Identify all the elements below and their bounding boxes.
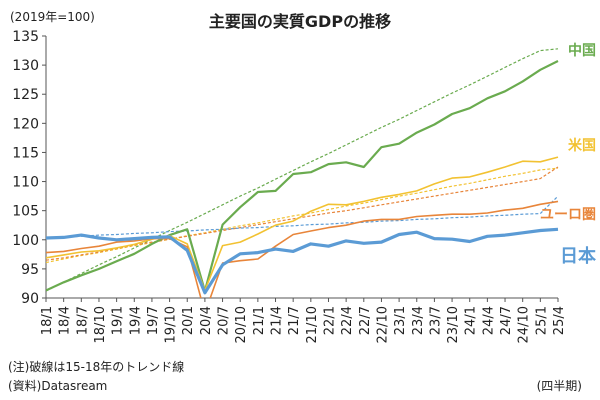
x-tick-label: 18/7 [75,306,90,335]
series-line-中国 [46,60,559,293]
source-note: (資料)Datasream [8,379,108,393]
x-tick-label: 21/7 [287,306,302,335]
x-tick-label: 22/1 [322,306,337,335]
index-note: (2019年=100) [10,10,95,24]
x-tick-label: 23/10 [446,306,461,343]
y-tick-label: 135 [12,29,39,45]
x-tick-label: 21/1 [252,306,267,335]
x-tick-label: 24/10 [517,306,532,343]
x-tick-label: 23/1 [393,306,408,335]
series-label-米国: 米国 [568,137,596,154]
series-line-米国 [46,156,559,292]
period-note: (四半期) [536,379,582,393]
y-tick-label: 95 [21,262,39,278]
x-tick-label: 21/4 [270,306,285,335]
x-tick-label: 19/7 [146,306,161,335]
x-tick-label: 20/7 [217,306,232,335]
x-tick-label: 24/7 [499,306,514,335]
chart-axes: 90 95 100 105 110 115 120 125 130 135 18/1 18/4 18/7… [12,29,567,343]
series-lines [46,60,559,298]
x-tick-label: 20/4 [199,306,214,335]
x-tick-label: 22/7 [358,306,373,335]
x-tick-label: 21/10 [305,306,320,343]
chart-title: 主要国の実質GDPの推移 [208,12,392,31]
x-tick-label: 20/1 [181,306,196,335]
x-tick-label: 19/1 [111,306,126,335]
series-line-日本 [46,227,559,295]
y-tick-label: 100 [12,233,39,249]
y-tick-label: 125 [12,87,39,103]
y-tick-label: 130 [12,58,39,74]
y-tick-label: 120 [12,116,39,132]
series-line-ユーロ圏 [46,200,559,298]
x-tick-label: 18/10 [93,306,108,343]
x-tick-label: 18/4 [58,306,73,335]
y-tick-label: 115 [12,145,39,161]
trend-lines [46,48,559,292]
series-label-日本: 日本 [560,245,596,267]
x-tick-label: 18/1 [40,306,55,335]
x-tick-label: 22/10 [375,306,390,343]
x-tick-label: 24/1 [464,306,479,335]
trend-line-中国 [46,48,559,292]
x-tick-label: 19/4 [128,306,143,335]
trend-line-日本 [46,195,559,239]
x-tick-label: 19/10 [164,306,179,343]
x-tick-label: 20/10 [234,306,249,343]
y-tick-label: 90 [21,291,39,307]
x-tick-label: 22/4 [340,306,355,335]
x-tick-label: 24/4 [481,306,496,335]
y-tick-label: 110 [12,175,39,191]
x-tick-label: 23/7 [428,306,443,335]
series-label-ユーロ圏: ユーロ圏 [540,207,596,223]
y-tick-label: 105 [12,204,39,220]
x-tick-label: 25/1 [534,306,549,335]
x-tick-label: 23/4 [411,306,426,335]
footnote: (注)破線は15-18年のトレンド線 [8,360,185,374]
x-tick-label: 25/4 [552,306,567,335]
series-label-中国: 中国 [568,42,596,59]
